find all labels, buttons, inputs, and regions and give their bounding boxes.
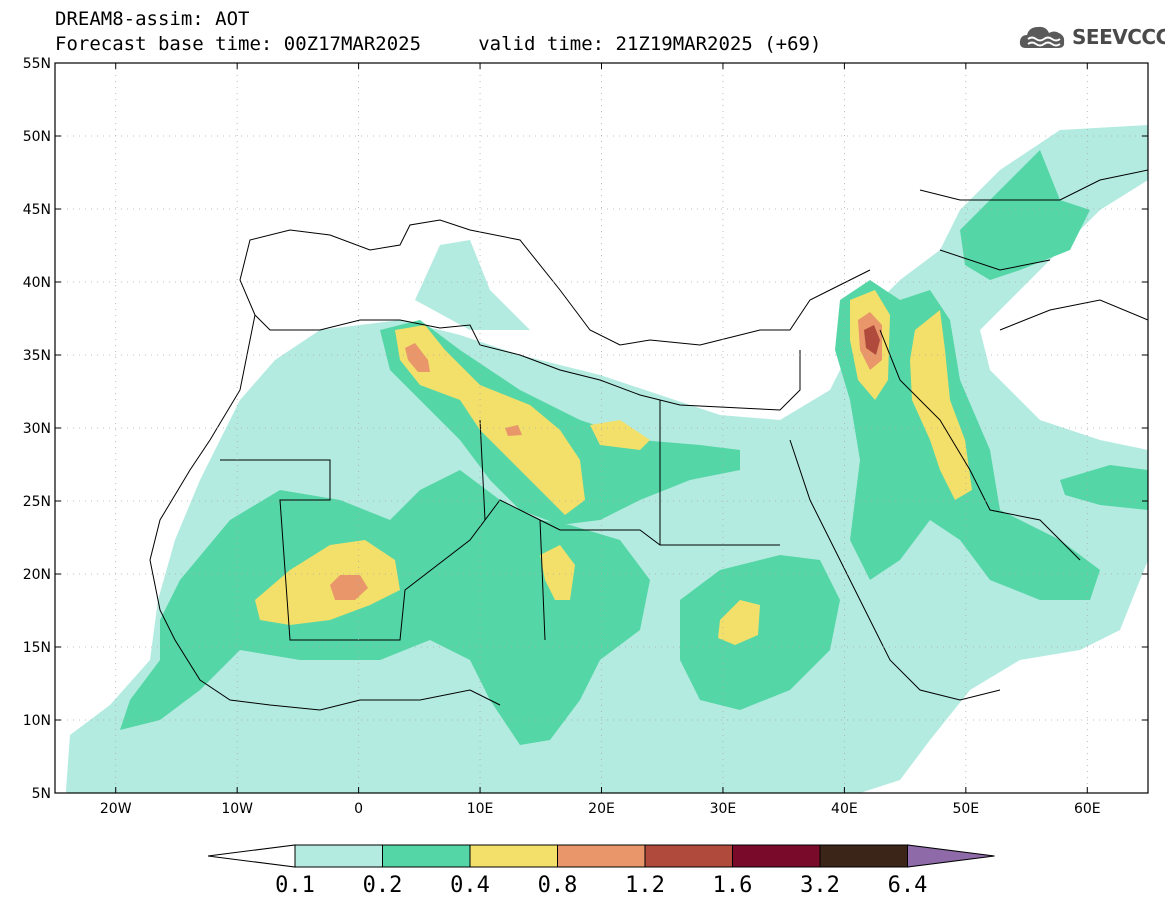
colorbar-label: 1.2 [625,873,665,898]
colorbar-cell [732,844,821,868]
seevccc-logo: SEEVCCC [1018,22,1165,52]
aot-region-1.2 [864,325,880,355]
aot-region-0.4 [910,310,972,500]
aot-region-0.2 [960,150,1090,280]
colorbar-under-triangle [207,844,296,868]
aot-field [66,125,1148,793]
lon-label: 20W [100,801,132,817]
aot-region-0.2 [680,555,840,710]
north-africa-coast [254,314,801,411]
aot-region-0.4 [255,540,400,625]
lon-label: 50E [952,801,979,817]
lat-label: 15N [23,640,51,656]
interior-borders [479,400,661,641]
lon-label: 10W [221,801,253,817]
grid-lines [55,63,1148,793]
colorbar-label: 0.1 [275,873,315,898]
colorbar-label: 0.2 [363,873,403,898]
lat-label: 5N [32,786,51,802]
aot-region-0.4 [540,545,575,600]
logo-text: SEEVCCC [1072,25,1165,49]
colorbar-label: 3.2 [800,873,840,898]
lon-label: 30E [710,801,737,817]
lat-label: 10N [23,713,51,729]
map-title: DREAM8-assim: AOT [55,8,250,30]
colorbar-cell [469,844,558,868]
colorbar-label: 0.4 [450,873,490,898]
lon-label: 40E [831,801,858,817]
europe-coast [239,219,871,346]
lon-label: 20E [588,801,615,817]
colorbar-cell [382,844,471,868]
central-asia-border [999,299,1148,331]
lat-label: 45N [23,202,51,218]
gulf-coast [879,329,1081,561]
coastlines-borders [149,169,1148,711]
aot-region-0.8 [330,575,368,600]
aot-region-0.8 [405,343,430,372]
lat-label: 30N [23,421,51,437]
lat-label: 55N [23,56,51,72]
aot-region-0.2 [380,320,740,525]
cloud-icon [1019,26,1065,48]
colorbar-label: 6.4 [888,873,928,898]
lon-label: 10E [467,801,494,817]
colorbar-cell [819,844,908,868]
aot-region-0.4 [590,420,650,450]
forecast-time-line: Forecast base time: 00Z17MAR2025 valid t… [55,33,822,55]
colorbar-cell [557,844,646,868]
aot-region-0.4 [395,325,585,515]
red-sea-coast [789,439,1001,701]
lat-label: 25N [23,494,51,510]
latitude-labels: 55N 50N 45N 40N 35N 30N 25N 20N 15N 10N 5N [23,56,51,802]
colorbar-cell [644,844,733,868]
colorbar: 0.1 0.2 0.4 0.8 1.2 1.6 3.2 6.4 [207,844,995,898]
aot-region-0.1 [415,240,530,330]
lon-label: 0 [354,801,363,817]
aot-region-0.2 [120,470,650,745]
aot-region-0.2 [1060,465,1148,510]
colorbar-label: 0.8 [538,873,578,898]
longitude-labels: 20W 10W 0 10E 20E 30E 40E 50E 60E [100,801,1101,817]
aot-region-0.4 [718,600,760,645]
colorbar-cell [294,844,383,868]
colorbar-label: 1.6 [713,873,753,898]
lon-label: 60E [1074,801,1101,817]
lat-label: 20N [23,567,51,583]
west-africa-coast [149,314,501,711]
aot-region-0.2 [835,280,1100,600]
lat-label: 35N [23,348,51,364]
sahara-borders [220,459,780,641]
axis-ticks [55,62,1148,794]
caspian-region [919,169,1148,271]
colorbar-over-triangle [907,844,995,868]
lat-label: 40N [23,275,51,291]
lat-label: 50N [23,129,51,145]
